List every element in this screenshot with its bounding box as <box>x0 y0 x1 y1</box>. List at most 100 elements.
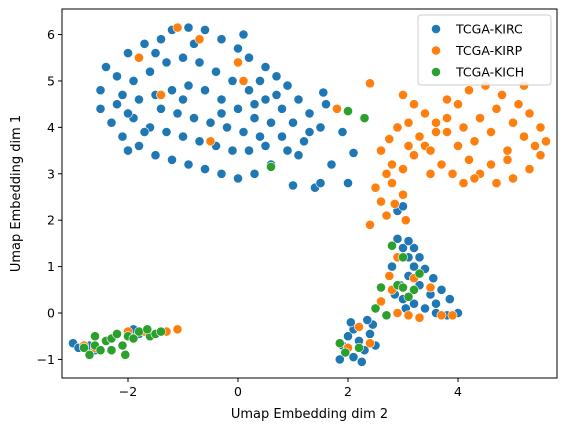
scatter-point <box>134 94 144 105</box>
scatter-point <box>343 331 353 342</box>
scatter-point <box>431 298 441 309</box>
scatter-point <box>442 113 452 123</box>
scatter-point <box>356 356 367 367</box>
scatter-point <box>491 178 502 188</box>
scatter-point <box>117 340 128 351</box>
scatter-point <box>288 180 298 191</box>
scatter-point <box>444 294 455 304</box>
x-tick-label: 4 <box>454 384 462 399</box>
scatter-point <box>381 310 392 321</box>
scatter-point <box>318 87 329 98</box>
scatter-point <box>414 252 425 263</box>
scatter-point <box>398 201 408 212</box>
scatter-point <box>200 24 210 35</box>
scatter-point <box>112 328 122 339</box>
scatter-point <box>403 236 414 246</box>
scatter-point <box>425 282 436 293</box>
scatter-point <box>403 310 414 321</box>
x-tick-label: −2 <box>119 384 137 399</box>
scatter-point <box>343 178 353 188</box>
scatter-point <box>431 117 441 128</box>
scatter-point <box>142 324 153 335</box>
scatter-point <box>354 342 364 353</box>
scatter-point <box>156 326 166 337</box>
scatter-point <box>90 331 100 342</box>
scatter-point <box>409 284 419 295</box>
scatter-point <box>400 215 411 226</box>
scatter-point <box>403 291 414 302</box>
scatter-point <box>541 136 551 147</box>
scatter-point <box>403 117 414 128</box>
scatter-point <box>486 127 496 137</box>
scatter-point <box>238 29 249 40</box>
scatter-point <box>123 48 133 58</box>
scatter-point <box>409 243 419 253</box>
scatter-point <box>183 80 194 91</box>
scatter-point <box>362 315 373 325</box>
plot-area <box>68 22 551 367</box>
scatter-point <box>513 99 524 110</box>
scatter-point <box>436 159 447 170</box>
scatter-point <box>414 131 425 142</box>
scatter-point <box>249 168 260 179</box>
scatter-point <box>205 136 216 147</box>
scatter-point <box>271 71 282 82</box>
scatter-point <box>428 273 439 284</box>
scatter-point <box>255 76 265 86</box>
scatter-point <box>95 85 106 96</box>
scatter-point <box>299 136 309 147</box>
scatter-point <box>409 150 419 161</box>
scatter-point <box>222 122 232 133</box>
scatter-point <box>156 90 166 100</box>
scatter-point <box>491 103 502 114</box>
scatter-point <box>106 345 117 356</box>
scatter-point <box>227 145 238 156</box>
legend-label: TCGA-KIRC <box>455 22 523 37</box>
scatter-point <box>260 140 271 151</box>
scatter-point <box>150 150 161 161</box>
scatter-point <box>409 261 419 272</box>
scatter-point <box>502 145 513 156</box>
scatter-point <box>106 117 117 128</box>
y-tick-label: 2 <box>47 213 55 228</box>
scatter-point <box>233 43 243 54</box>
scatter-point <box>156 34 166 45</box>
scatter-point <box>139 38 150 49</box>
scatter-point <box>216 34 227 45</box>
scatter-point <box>524 108 535 119</box>
scatter-point <box>101 62 111 72</box>
scatter-point <box>120 349 131 360</box>
scatter-point <box>167 154 177 165</box>
scatter-point <box>384 270 395 281</box>
scatter-point <box>134 140 144 151</box>
scatter-point <box>271 90 282 100</box>
scatter-point <box>266 117 276 128</box>
scatter-point <box>167 85 177 96</box>
scatter-point <box>387 178 397 188</box>
scatter-point <box>194 34 205 45</box>
scatter-point <box>112 99 122 110</box>
scatter-point <box>458 122 469 133</box>
scatter-point <box>117 131 128 142</box>
y-tick-label: 3 <box>47 166 55 181</box>
y-axis-title: Umap Embedding dim 1 <box>9 115 24 272</box>
scatter-point <box>381 168 392 179</box>
scatter-point <box>376 296 386 307</box>
scatter-point <box>244 52 254 63</box>
scatter-point <box>475 113 485 123</box>
y-tick-label: 1 <box>47 259 55 274</box>
plot-frame <box>61 8 558 379</box>
scatter-point <box>486 159 496 170</box>
legend-marker <box>431 24 441 34</box>
scatter-point <box>178 94 188 105</box>
scatter-point <box>178 131 188 142</box>
scatter-point <box>387 240 397 251</box>
scatter-point <box>365 78 375 89</box>
legend-marker <box>431 67 441 77</box>
scatter-point <box>260 62 271 72</box>
scatter-point <box>392 308 403 318</box>
scatter-point <box>398 189 408 200</box>
scatter-point <box>337 127 348 137</box>
scatter-point <box>392 122 403 133</box>
